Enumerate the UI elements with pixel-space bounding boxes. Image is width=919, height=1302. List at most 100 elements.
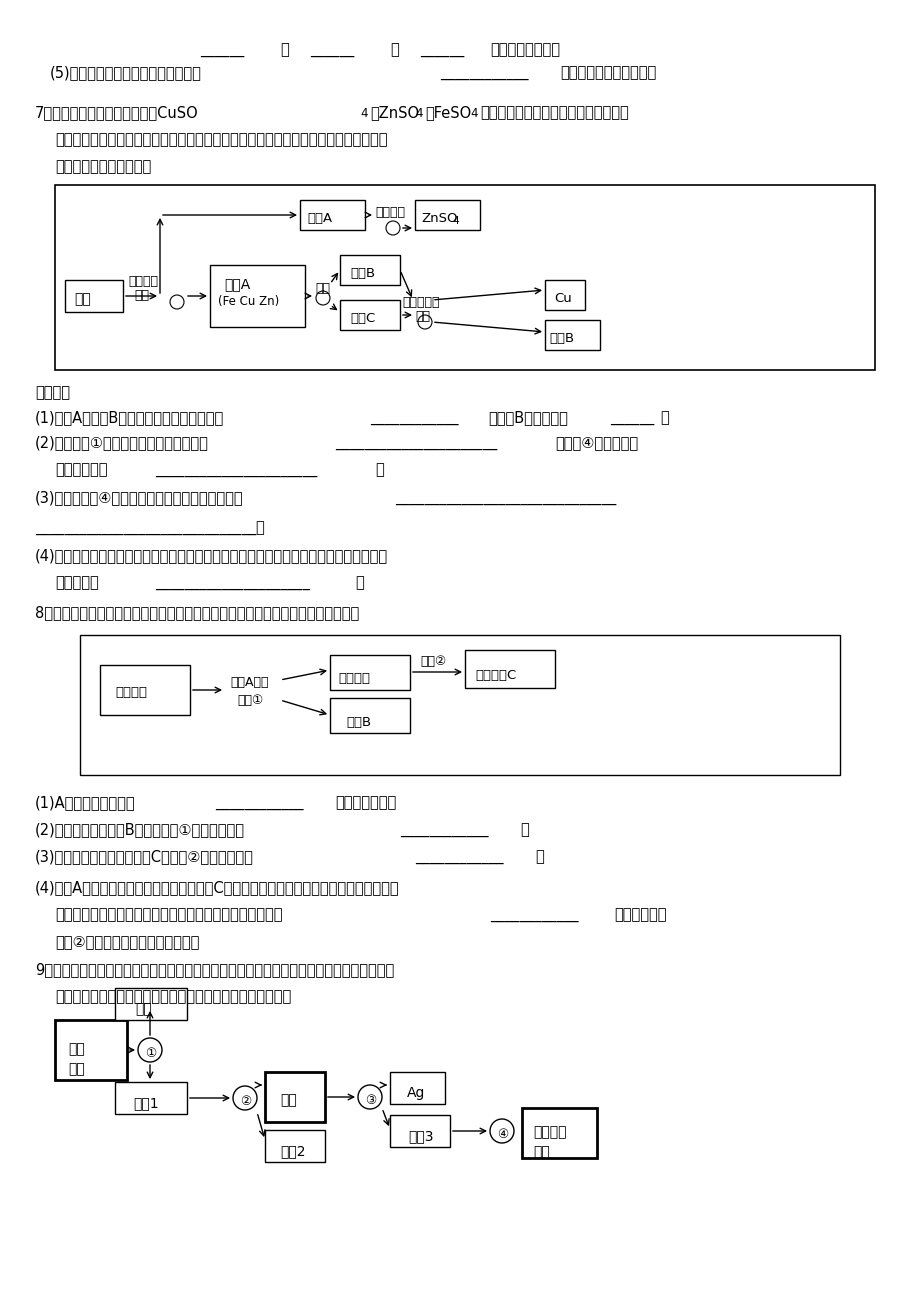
Text: (1)A溶液中溶质可能为: (1)A溶液中溶质可能为: [35, 796, 135, 810]
Text: ______: ______: [199, 42, 244, 57]
Text: ______: ______: [609, 410, 653, 424]
Text: ____________: ____________: [414, 849, 503, 865]
Text: 滤液A: 滤液A: [307, 212, 332, 225]
Text: ______: ______: [420, 42, 464, 57]
Bar: [55, 1019, 127, 1079]
Text: (4)若实验过程中的物质损失可以忽略，要计算该废液中硫酸锌的质量分数，必须称量：废: (4)若实验过程中的物质损失可以忽略，要计算该废液中硫酸锌的质量分数，必须称量：…: [35, 548, 388, 562]
Bar: [340, 299, 400, 329]
Text: 化学方程式为: 化学方程式为: [55, 462, 108, 477]
Bar: [65, 280, 123, 312]
Text: 滤液B: 滤液B: [549, 332, 573, 345]
Text: 过量A溶液: 过量A溶液: [230, 676, 268, 689]
Text: 4: 4: [414, 107, 422, 120]
Text: (5)经过讨论，同学们建议小彤可以用: (5)经过讨论，同学们建议小彤可以用: [50, 65, 201, 79]
Bar: [390, 1072, 445, 1104]
Text: ③: ③: [365, 1094, 376, 1107]
Text: _____________________: _____________________: [154, 575, 310, 590]
Text: ；步骤④发生反应的: ；步骤④发生反应的: [554, 435, 638, 450]
Text: 晶体: 晶体: [532, 1144, 550, 1159]
Text: ZnSO: ZnSO: [421, 212, 457, 225]
Text: 4: 4: [359, 107, 367, 120]
Text: ②: ②: [240, 1095, 251, 1108]
Bar: [330, 655, 410, 690]
Text: ＞: ＞: [390, 42, 398, 57]
Text: ；固体B的化学式为: ；固体B的化学式为: [487, 410, 567, 424]
Bar: [340, 255, 400, 285]
Text: ＞: ＞: [279, 42, 289, 57]
Text: 固体B: 固体B: [349, 267, 375, 280]
Text: 请回答：: 请回答：: [35, 385, 70, 400]
Text: 8．为了除去氯化钠样品中的碳酸钠杂质，某兴趣小组将样品溶解后进行如下实验：: 8．为了除去氯化钠样品中的碳酸钠杂质，某兴趣小组将样品溶解后进行如下实验：: [35, 605, 358, 620]
Text: 关金属。实验过程如下：: 关金属。实验过程如下：: [55, 159, 151, 174]
Text: 4: 4: [470, 107, 477, 120]
Text: (2)将无色溶液与沉淀B分离的操作①的方法名称是: (2)将无色溶液与沉淀B分离的操作①的方法名称是: [35, 822, 244, 837]
Text: ______________________: ______________________: [154, 462, 317, 477]
Text: ①: ①: [145, 1047, 156, 1060]
Bar: [265, 1130, 324, 1161]
Bar: [100, 665, 190, 715]
Text: （均写化学式）。: （均写化学式）。: [490, 42, 560, 57]
Text: 硫酸亚铁: 硫酸亚铁: [532, 1125, 566, 1139]
Text: 后，直接进行: 后，直接进行: [613, 907, 665, 922]
Text: 沉淀B: 沉淀B: [346, 716, 370, 729]
Bar: [390, 1115, 449, 1147]
Text: (Fe Cu Zn): (Fe Cu Zn): [218, 296, 279, 309]
Text: 过量锌粉: 过量锌粉: [128, 275, 158, 288]
Text: ____________: ____________: [490, 907, 578, 922]
Bar: [210, 266, 305, 327]
Text: 除去镜架上的绿色物质。: 除去镜架上的绿色物质。: [560, 65, 655, 79]
Text: （只写一种）；: （只写一种）；: [335, 796, 396, 810]
Text: ______________________: ______________________: [335, 435, 496, 450]
Text: 固体: 固体: [279, 1092, 297, 1107]
Bar: [521, 1108, 596, 1157]
Bar: [115, 1082, 187, 1115]
Text: ____________: ____________: [400, 822, 488, 837]
Text: 7．实验结束时，同学们将含有CuSO: 7．实验结束时，同学们将含有CuSO: [35, 105, 199, 120]
Text: 又能有效地防止新杂质的引入，可向样品溶液中加入过量的: 又能有效地防止新杂质的引入，可向样品溶液中加入过量的: [55, 907, 282, 922]
Text: 磁铁: 磁铁: [314, 283, 330, 296]
Text: ____________: ____________: [439, 65, 528, 79]
Text: 操作①: 操作①: [237, 694, 263, 707]
Text: 、FeSO: 、FeSO: [425, 105, 471, 120]
Text: 9．有一种工业废水，其中含有大量的硫酸亚铁，少量的银离子以及污泥。某同学设计了一个: 9．有一种工业废水，其中含有大量的硫酸亚铁，少量的银离子以及污泥。某同学设计了一…: [35, 962, 394, 976]
Text: 操作②: 操作②: [420, 655, 446, 668]
Bar: [115, 988, 187, 1019]
Text: Ag: Ag: [406, 1086, 425, 1100]
Text: 废液: 废液: [74, 292, 91, 306]
Text: 过滤: 过滤: [414, 310, 429, 323]
Bar: [300, 201, 365, 230]
Text: (3)要检验步骤④中加入的稀硫酸是否足量的方法是: (3)要检验步骤④中加入的稀硫酸是否足量的方法是: [35, 490, 244, 505]
Text: 固体A: 固体A: [223, 277, 250, 292]
Text: (4)因为A溶液过量，此方案得到的固体物质C中混有新的杂质，为了既能除去杂质碳酸钠，: (4)因为A溶液过量，此方案得到的固体物质C中混有新的杂质，为了既能除去杂质碳酸…: [35, 880, 399, 894]
Text: 工业: 工业: [68, 1042, 85, 1056]
Bar: [464, 650, 554, 687]
Text: 溶液1: 溶液1: [133, 1096, 158, 1111]
Text: 、ZnSO: 、ZnSO: [369, 105, 419, 120]
Text: 过滤: 过滤: [134, 289, 149, 302]
Text: (1)滤液A和滤液B含有相同的溶质，其名称是: (1)滤液A和滤液B含有相同的溶质，其名称是: [35, 410, 224, 424]
Text: 固体物质C: 固体物质C: [474, 669, 516, 682]
Text: 废水: 废水: [68, 1062, 85, 1075]
Text: 溶液2: 溶液2: [279, 1144, 305, 1157]
Text: 溶液3: 溶液3: [407, 1129, 433, 1143]
Text: 足量稀硫酸: 足量稀硫酸: [402, 296, 439, 309]
Bar: [544, 280, 584, 310]
Text: 固体C: 固体C: [349, 312, 375, 326]
Text: ____________: ____________: [215, 796, 303, 810]
Text: ______: ______: [310, 42, 354, 57]
Text: 既经济又合理的方法回收银和硫酸亚铁晶体。方案流程如下：: 既经济又合理的方法回收银和硫酸亚铁晶体。方案流程如下：: [55, 990, 291, 1004]
Text: ______________________________: ______________________________: [394, 490, 616, 505]
Bar: [414, 201, 480, 230]
Text: 样品溶液: 样品溶液: [115, 686, 147, 699]
Bar: [55, 185, 874, 370]
Text: 蒸发至干: 蒸发至干: [375, 206, 404, 219]
Text: 排放就会造成水污染。于是几位同学利用课余处理废液，回收工业重要原料硫酸锌和有: 排放就会造成水污染。于是几位同学利用课余处理废液，回收工业重要原料硫酸锌和有: [55, 132, 387, 147]
Text: ____________: ____________: [369, 410, 458, 424]
Text: (3)从无色溶液得到固体物质C的操作②的方法名称是: (3)从无色溶液得到固体物质C的操作②的方法名称是: [35, 849, 254, 865]
Text: ______________________________: ______________________________: [35, 519, 256, 535]
Text: 4: 4: [451, 216, 459, 227]
Bar: [265, 1072, 324, 1122]
Text: ；: ；: [519, 822, 528, 837]
Text: 无色溶液: 无色溶液: [337, 672, 369, 685]
Text: 。: 。: [375, 462, 383, 477]
